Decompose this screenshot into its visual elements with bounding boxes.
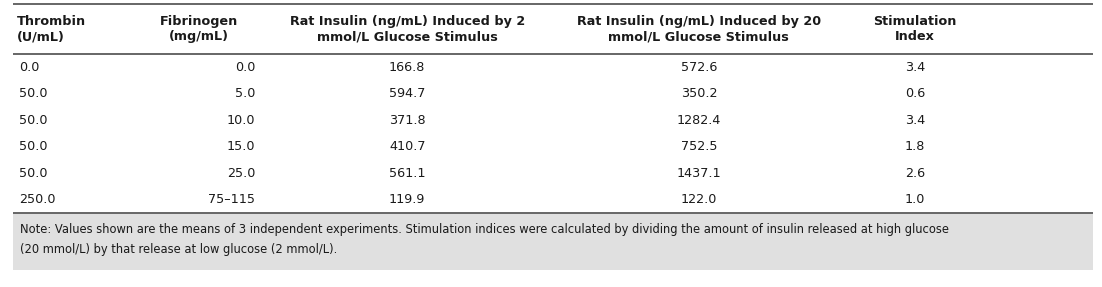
Text: (20 mmol/L) by that release at low glucose (2 mmol/L).: (20 mmol/L) by that release at low gluco… — [20, 243, 337, 255]
Text: 25.0: 25.0 — [227, 167, 256, 180]
Text: 0.6: 0.6 — [905, 87, 925, 100]
Text: 5.0: 5.0 — [235, 87, 256, 100]
Text: 119.9: 119.9 — [389, 193, 425, 206]
Text: 1.0: 1.0 — [905, 193, 925, 206]
Text: 572.6: 572.6 — [681, 61, 717, 74]
Text: 122.0: 122.0 — [681, 193, 717, 206]
Text: 2.6: 2.6 — [905, 167, 925, 180]
Text: 1.8: 1.8 — [905, 140, 925, 153]
Text: 350.2: 350.2 — [681, 87, 717, 100]
Text: 75–115: 75–115 — [208, 193, 256, 206]
Text: Rat Insulin (ng/mL) Induced by 20
mmol/L Glucose Stimulus: Rat Insulin (ng/mL) Induced by 20 mmol/L… — [576, 15, 821, 43]
Text: Stimulation
Index: Stimulation Index — [873, 15, 957, 43]
Text: Fibrinogen
(mg/mL): Fibrinogen (mg/mL) — [160, 15, 238, 43]
Text: 410.7: 410.7 — [389, 140, 425, 153]
Text: 50.0: 50.0 — [19, 87, 47, 100]
Text: 250.0: 250.0 — [19, 193, 55, 206]
Text: 15.0: 15.0 — [227, 140, 256, 153]
Text: 594.7: 594.7 — [389, 87, 425, 100]
Text: 371.8: 371.8 — [389, 114, 425, 127]
Text: 50.0: 50.0 — [19, 140, 47, 153]
Text: 50.0: 50.0 — [19, 167, 47, 180]
Text: 561.1: 561.1 — [389, 167, 425, 180]
Text: 50.0: 50.0 — [19, 114, 47, 127]
Text: 10.0: 10.0 — [227, 114, 256, 127]
Text: Note: Values shown are the means of 3 independent experiments. Stimulation indic: Note: Values shown are the means of 3 in… — [20, 222, 949, 236]
Text: 1282.4: 1282.4 — [677, 114, 721, 127]
Text: 166.8: 166.8 — [389, 61, 425, 74]
Text: 3.4: 3.4 — [905, 61, 925, 74]
Text: 1437.1: 1437.1 — [677, 167, 721, 180]
Text: 0.0: 0.0 — [19, 61, 40, 74]
Text: 752.5: 752.5 — [681, 140, 717, 153]
Text: 3.4: 3.4 — [905, 114, 925, 127]
Text: 0.0: 0.0 — [235, 61, 256, 74]
Text: Rat Insulin (ng/mL) Induced by 2
mmol/L Glucose Stimulus: Rat Insulin (ng/mL) Induced by 2 mmol/L … — [290, 15, 525, 43]
Text: Thrombin
(U/mL): Thrombin (U/mL) — [17, 15, 86, 43]
